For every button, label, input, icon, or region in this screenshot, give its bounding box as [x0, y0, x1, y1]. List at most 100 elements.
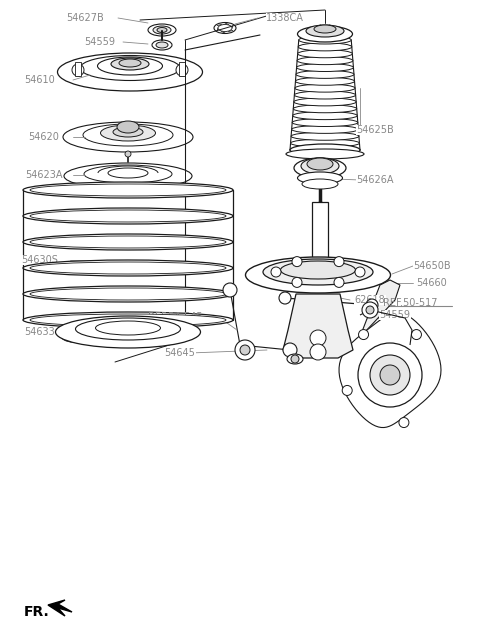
Ellipse shape: [298, 26, 352, 42]
Circle shape: [72, 64, 84, 76]
Circle shape: [366, 306, 374, 314]
Ellipse shape: [148, 24, 176, 36]
Ellipse shape: [30, 210, 226, 222]
Circle shape: [271, 267, 281, 277]
Ellipse shape: [100, 125, 156, 141]
Ellipse shape: [294, 91, 356, 99]
Text: 54650B: 54650B: [413, 261, 451, 271]
Ellipse shape: [111, 58, 149, 70]
Polygon shape: [48, 600, 72, 616]
Circle shape: [370, 355, 410, 395]
Ellipse shape: [80, 56, 180, 81]
Circle shape: [292, 257, 302, 267]
Text: 54627B: 54627B: [66, 13, 104, 23]
Ellipse shape: [290, 144, 360, 156]
Ellipse shape: [96, 321, 160, 335]
Ellipse shape: [23, 182, 233, 198]
Ellipse shape: [297, 63, 353, 72]
Text: 54559: 54559: [84, 37, 116, 47]
Ellipse shape: [299, 36, 351, 44]
Text: 54623A: 54623A: [25, 170, 63, 180]
Circle shape: [358, 343, 422, 407]
Text: 54630S: 54630S: [22, 255, 59, 265]
Ellipse shape: [23, 260, 233, 276]
Text: 54620: 54620: [29, 132, 60, 142]
Ellipse shape: [302, 179, 338, 189]
Circle shape: [176, 64, 188, 76]
Ellipse shape: [294, 98, 356, 106]
Circle shape: [310, 330, 326, 346]
Ellipse shape: [23, 208, 233, 224]
Ellipse shape: [117, 121, 139, 133]
Circle shape: [334, 257, 344, 267]
Ellipse shape: [23, 312, 233, 328]
Bar: [75, 62, 81, 76]
Ellipse shape: [287, 354, 303, 364]
Bar: [312, 202, 328, 270]
Circle shape: [399, 417, 409, 428]
Text: 54645: 54645: [165, 348, 195, 358]
Text: 54625B: 54625B: [356, 125, 394, 135]
Polygon shape: [348, 280, 400, 355]
Ellipse shape: [298, 50, 352, 58]
Text: 54559: 54559: [380, 310, 410, 320]
Ellipse shape: [157, 28, 167, 33]
Text: REF.54-545: REF.54-545: [148, 312, 202, 322]
Circle shape: [240, 345, 250, 355]
Circle shape: [380, 365, 400, 385]
Ellipse shape: [280, 261, 356, 279]
Circle shape: [310, 344, 326, 360]
Ellipse shape: [30, 314, 226, 326]
Ellipse shape: [306, 25, 344, 37]
Circle shape: [125, 151, 131, 157]
Ellipse shape: [292, 118, 358, 127]
Ellipse shape: [30, 236, 226, 248]
Circle shape: [342, 385, 352, 396]
Ellipse shape: [156, 42, 168, 48]
Circle shape: [279, 292, 291, 304]
Ellipse shape: [97, 57, 163, 75]
Ellipse shape: [23, 286, 233, 302]
Ellipse shape: [293, 111, 357, 120]
Ellipse shape: [294, 158, 346, 178]
Text: 54626A: 54626A: [356, 175, 394, 185]
Ellipse shape: [298, 43, 352, 51]
Ellipse shape: [30, 262, 226, 274]
Circle shape: [283, 343, 297, 357]
Circle shape: [292, 277, 302, 287]
Polygon shape: [283, 294, 353, 358]
Ellipse shape: [296, 70, 354, 78]
Circle shape: [291, 355, 299, 363]
Text: 1338CA: 1338CA: [266, 13, 304, 23]
Ellipse shape: [214, 22, 236, 33]
Circle shape: [334, 277, 344, 287]
Ellipse shape: [218, 24, 232, 31]
Ellipse shape: [30, 184, 226, 196]
Text: 54633: 54633: [24, 327, 55, 337]
Text: 54660: 54660: [417, 278, 447, 288]
Circle shape: [235, 340, 255, 360]
Circle shape: [366, 299, 378, 311]
Ellipse shape: [113, 127, 143, 137]
Ellipse shape: [314, 25, 336, 33]
Polygon shape: [339, 312, 441, 428]
Text: 54610: 54610: [24, 75, 55, 85]
Text: REF.50-517: REF.50-517: [383, 298, 437, 308]
Ellipse shape: [296, 77, 355, 85]
Ellipse shape: [307, 158, 333, 170]
Circle shape: [355, 267, 365, 277]
Ellipse shape: [23, 234, 233, 250]
Ellipse shape: [298, 172, 343, 184]
Circle shape: [362, 302, 378, 318]
Ellipse shape: [56, 316, 201, 348]
Ellipse shape: [263, 259, 373, 285]
Ellipse shape: [64, 163, 192, 189]
Ellipse shape: [152, 40, 172, 50]
Ellipse shape: [63, 122, 193, 152]
Ellipse shape: [295, 84, 355, 92]
Circle shape: [359, 330, 369, 340]
Ellipse shape: [75, 318, 180, 340]
Text: 62618: 62618: [355, 295, 385, 305]
Circle shape: [223, 283, 237, 297]
Ellipse shape: [291, 132, 359, 140]
